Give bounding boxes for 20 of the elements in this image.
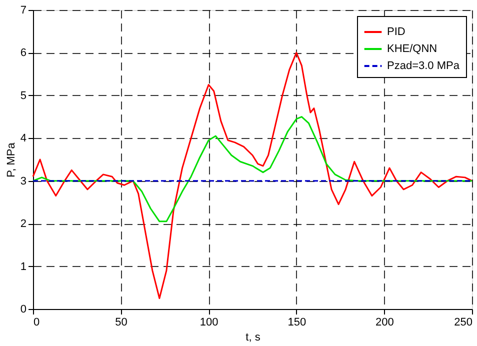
y-tick-label: 2 xyxy=(20,218,26,230)
legend-label: KHE/QNN xyxy=(387,43,438,55)
y-tick-label: 4 xyxy=(20,132,26,145)
x-tick-label: 50 xyxy=(115,316,128,328)
legend-label: PID xyxy=(387,26,406,38)
x-tick-label: 100 xyxy=(200,316,218,328)
x-tick-label: 200 xyxy=(376,316,394,328)
y-tick-label: 0 xyxy=(20,304,26,316)
y-tick-label: 3 xyxy=(20,175,26,188)
legend-label: Pzad=3.0 MPa xyxy=(387,60,460,72)
y-tick-label: 7 xyxy=(20,4,26,16)
x-tick-label: 250 xyxy=(454,316,472,328)
line-series xyxy=(32,116,473,222)
y-axis-title: P, MPa xyxy=(5,142,18,178)
x-axis-title: t, s xyxy=(246,332,261,344)
x-tick-label: 150 xyxy=(288,316,306,328)
y-tick-label: 1 xyxy=(20,260,26,273)
y-tick-label: 6 xyxy=(20,47,26,60)
x-tick-label: 0 xyxy=(34,316,40,328)
y-tick-label: 5 xyxy=(20,90,26,102)
